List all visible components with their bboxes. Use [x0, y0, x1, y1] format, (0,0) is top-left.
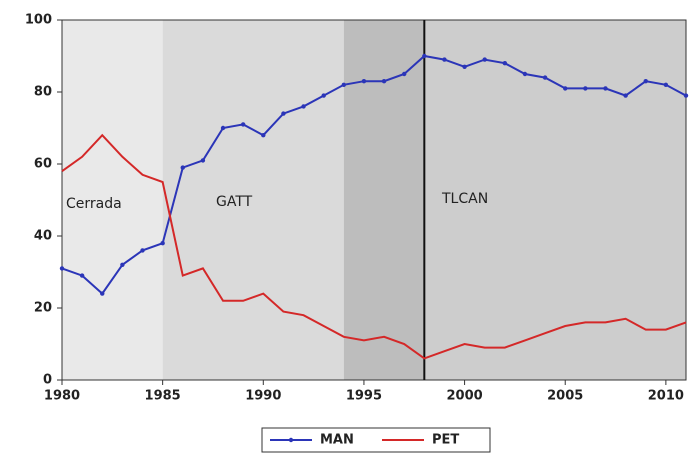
x-tick-label: 2010	[648, 389, 684, 404]
point-marker	[200, 158, 206, 163]
legend-label: PET	[432, 433, 459, 448]
y-tick-label: 0	[43, 373, 52, 388]
y-tick-label: 80	[34, 85, 52, 100]
point-marker	[59, 266, 65, 271]
point-marker	[663, 82, 669, 88]
point-marker	[603, 86, 608, 91]
point-marker	[261, 133, 266, 138]
y-tick-label: 100	[25, 13, 52, 28]
point-marker	[623, 93, 628, 98]
point-marker	[522, 71, 528, 77]
point-marker	[643, 79, 648, 84]
point-marker	[462, 64, 467, 70]
point-marker	[361, 79, 367, 84]
point-marker	[683, 93, 689, 98]
point-marker	[321, 93, 326, 98]
point-marker	[563, 86, 568, 91]
shaded-region	[162, 20, 344, 380]
point-marker	[180, 165, 185, 170]
x-tick-label: 1990	[245, 389, 281, 404]
point-marker	[341, 82, 347, 88]
x-tick-label: 2000	[446, 389, 482, 404]
legend-marker	[288, 437, 294, 443]
point-marker	[381, 79, 387, 84]
plot-frame	[61, 19, 687, 381]
point-marker	[79, 273, 85, 278]
period-label: GATT	[216, 194, 253, 210]
shaded-region	[62, 20, 163, 380]
y-tick-label: 60	[34, 157, 52, 172]
y-tick-label: 20	[34, 301, 52, 316]
point-marker	[482, 57, 487, 62]
point-marker	[422, 53, 427, 59]
point-marker	[140, 248, 145, 253]
point-marker	[240, 122, 246, 127]
x-tick-label: 2005	[547, 389, 583, 404]
period-label: TLCAN	[441, 191, 488, 207]
x-tick-label: 1995	[346, 389, 382, 404]
point-marker	[542, 75, 548, 80]
point-marker	[442, 57, 447, 62]
point-marker	[401, 71, 407, 77]
shaded-region	[343, 20, 425, 380]
point-marker	[120, 262, 125, 267]
x-tick-label: 1985	[145, 389, 181, 404]
point-marker	[502, 61, 508, 66]
series-line	[61, 133, 687, 360]
x-tick-label: 1980	[44, 389, 80, 404]
point-marker	[301, 104, 306, 109]
period-label: Cerrada	[66, 196, 122, 212]
point-marker	[160, 241, 165, 246]
series-line	[61, 54, 687, 296]
shaded-region	[424, 20, 686, 380]
y-tick-label: 40	[34, 229, 52, 244]
point-marker	[100, 291, 105, 296]
point-marker	[281, 111, 286, 116]
legend-label: MAN	[320, 433, 354, 448]
point-marker	[583, 86, 588, 91]
point-marker	[220, 125, 226, 131]
